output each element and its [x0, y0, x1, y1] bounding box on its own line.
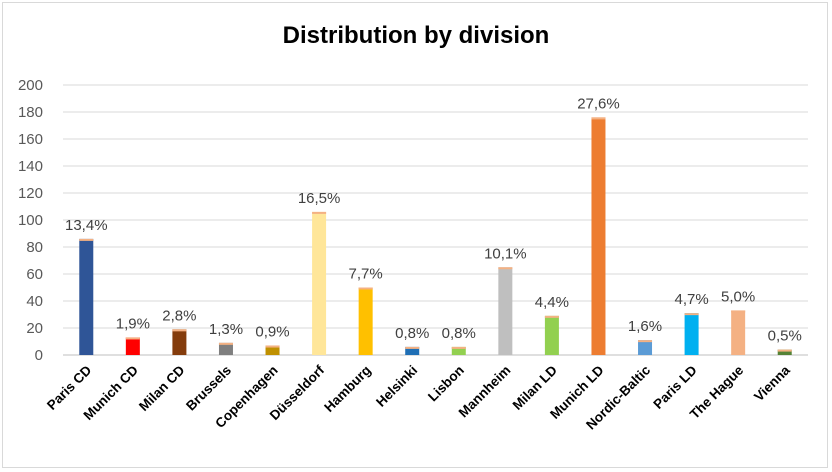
bar-d-sseldorf — [312, 211, 327, 355]
bar-helsinki — [405, 346, 420, 355]
data-label: 1,3% — [209, 321, 243, 338]
bar-munich-ld — [591, 117, 606, 356]
bar-munich-cd — [125, 337, 140, 355]
bar-vienna — [777, 349, 792, 355]
x-tick-label: Helsinki — [373, 363, 420, 410]
bar-cap — [451, 346, 466, 349]
bar-lisbon — [451, 346, 466, 355]
y-tick-label: 140 — [18, 158, 43, 175]
data-label: 7,7% — [349, 266, 383, 283]
y-tick-label: 120 — [18, 185, 43, 202]
y-tick-label: 20 — [26, 320, 43, 337]
bar-cap — [498, 267, 513, 270]
bar-cap — [79, 238, 94, 241]
bar-cap — [405, 346, 420, 349]
y-tick-label: 160 — [18, 131, 43, 148]
y-tick-label: 40 — [26, 293, 43, 310]
y-tick-label: 60 — [26, 266, 43, 283]
bar-brussels — [218, 342, 233, 355]
bar-cap — [684, 313, 699, 316]
x-tick-label: Milan CD — [136, 362, 188, 414]
bar-hamburg — [358, 287, 373, 355]
bar-cap — [777, 349, 792, 352]
bar-copenhagen — [265, 345, 280, 355]
data-label: 10,1% — [484, 245, 527, 262]
bar-cap — [638, 340, 653, 343]
data-label: 2,8% — [162, 307, 196, 324]
data-label: 0,8% — [395, 325, 429, 342]
bar-layer — [79, 117, 792, 356]
data-label: 13,4% — [65, 217, 108, 234]
bar-cap — [591, 117, 606, 120]
bar-milan-cd — [172, 329, 187, 355]
bar-cap — [218, 342, 233, 345]
data-label: 4,7% — [674, 291, 708, 308]
data-label: 1,6% — [628, 318, 662, 335]
bar-cap — [265, 345, 280, 348]
bar-cap — [731, 310, 746, 313]
bar-cap — [125, 337, 140, 340]
data-label: 0,9% — [255, 324, 289, 341]
bar-cap — [312, 211, 327, 214]
x-tick-label: Hamburg — [321, 363, 374, 416]
data-label: 4,4% — [535, 294, 569, 311]
bar-the-hague — [731, 310, 746, 355]
data-label: 27,6% — [577, 95, 620, 112]
y-tick-label: 80 — [26, 239, 43, 256]
data-label: 16,5% — [298, 190, 341, 207]
y-tick-label: 200 — [18, 77, 43, 94]
data-label: 1,9% — [116, 315, 150, 332]
data-label: 0,8% — [442, 325, 476, 342]
y-tick-label: 0 — [35, 347, 43, 364]
bar-paris-cd — [79, 238, 94, 355]
bar-cap — [358, 287, 373, 290]
y-tick-label: 100 — [18, 212, 43, 229]
data-label: 0,5% — [768, 328, 802, 345]
y-tick-label: 180 — [18, 104, 43, 121]
bar-milan-ld — [544, 315, 559, 355]
x-tick-label: Lisbon — [425, 363, 467, 405]
bar-nordic-baltic — [638, 340, 653, 355]
grid-layer — [63, 84, 808, 356]
chart-title: Distribution by division — [282, 22, 550, 49]
x-tick-label: Vienna — [751, 362, 793, 404]
bar-cap — [172, 329, 187, 332]
bar-mannheim — [498, 267, 513, 355]
bar-cap — [544, 315, 559, 318]
data-label: 5,0% — [721, 288, 755, 305]
bar-paris-ld — [684, 313, 699, 355]
